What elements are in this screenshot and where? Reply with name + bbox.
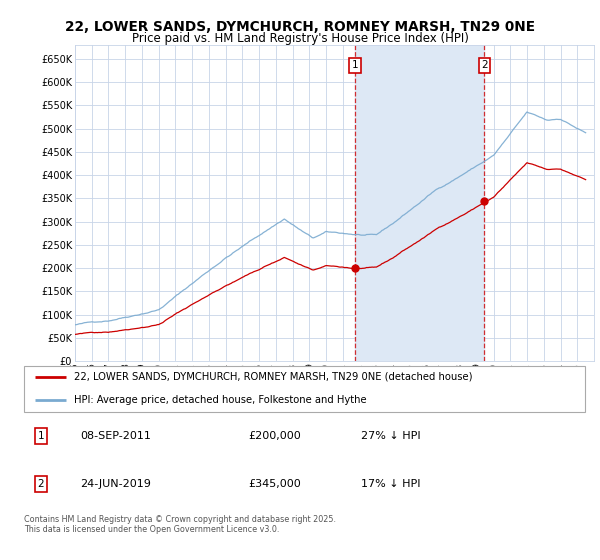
Text: 24-JUN-2019: 24-JUN-2019 — [80, 479, 151, 489]
FancyBboxPatch shape — [24, 366, 585, 412]
Text: £200,000: £200,000 — [248, 431, 301, 441]
Text: 22, LOWER SANDS, DYMCHURCH, ROMNEY MARSH, TN29 0NE (detached house): 22, LOWER SANDS, DYMCHURCH, ROMNEY MARSH… — [74, 372, 473, 382]
Text: 2: 2 — [481, 60, 488, 71]
Text: £345,000: £345,000 — [248, 479, 301, 489]
Text: 1: 1 — [38, 431, 44, 441]
Text: 22, LOWER SANDS, DYMCHURCH, ROMNEY MARSH, TN29 0NE: 22, LOWER SANDS, DYMCHURCH, ROMNEY MARSH… — [65, 20, 535, 34]
Text: 17% ↓ HPI: 17% ↓ HPI — [361, 479, 420, 489]
Text: 2: 2 — [38, 479, 44, 489]
Text: Contains HM Land Registry data © Crown copyright and database right 2025.
This d: Contains HM Land Registry data © Crown c… — [24, 515, 336, 534]
Text: 08-SEP-2011: 08-SEP-2011 — [80, 431, 151, 441]
Text: 27% ↓ HPI: 27% ↓ HPI — [361, 431, 420, 441]
Bar — [355, 45, 484, 361]
Text: Price paid vs. HM Land Registry's House Price Index (HPI): Price paid vs. HM Land Registry's House … — [131, 32, 469, 45]
Text: HPI: Average price, detached house, Folkestone and Hythe: HPI: Average price, detached house, Folk… — [74, 395, 367, 405]
Text: 1: 1 — [352, 60, 358, 71]
